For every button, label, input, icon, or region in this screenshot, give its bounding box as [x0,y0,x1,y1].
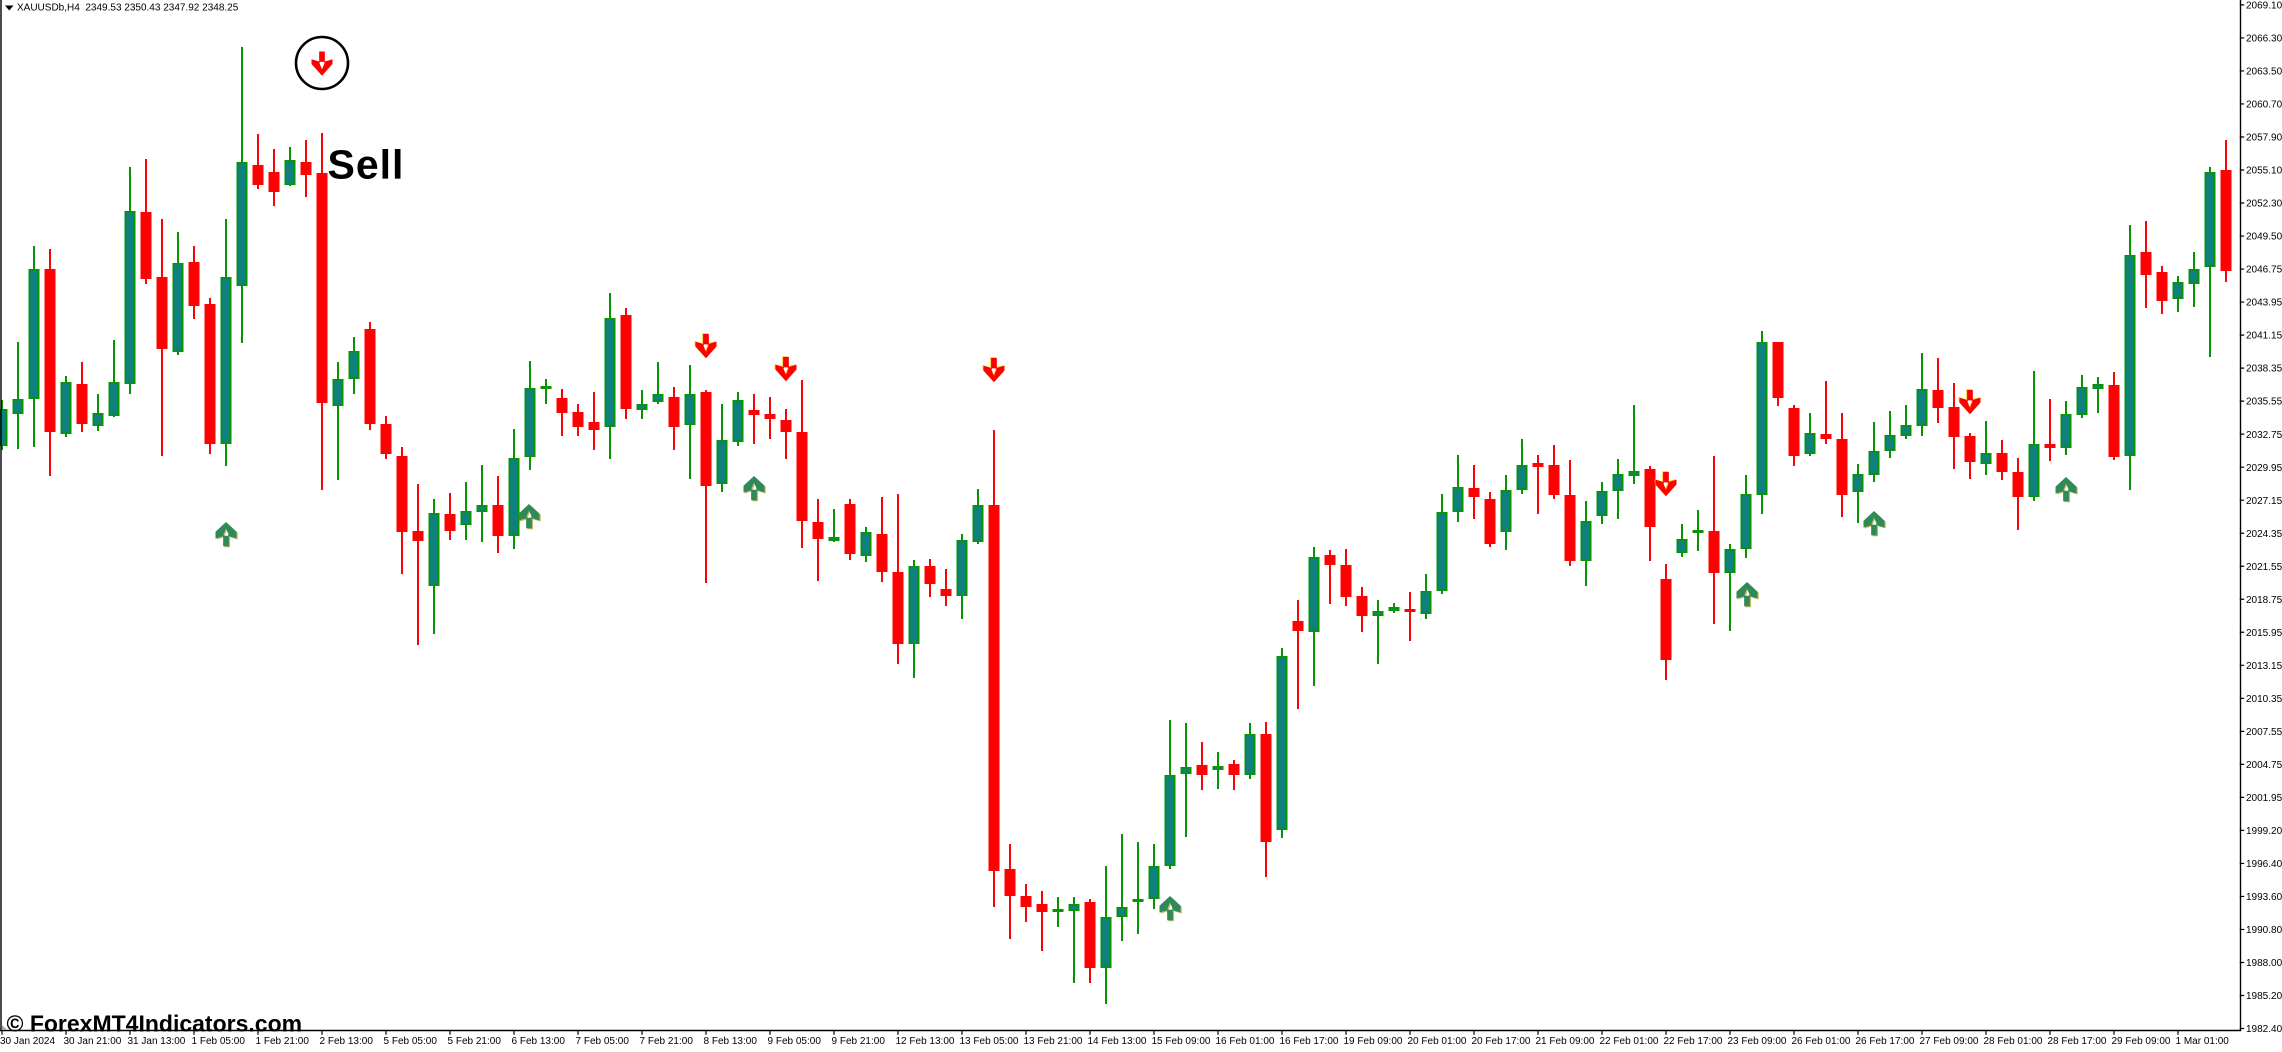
svg-text:19 Feb 09:00: 19 Feb 09:00 [1344,1036,1403,1047]
svg-text:1988.00: 1988.00 [2246,958,2282,969]
svg-text:2001.95: 2001.95 [2246,793,2282,804]
svg-text:2004.75: 2004.75 [2246,760,2282,771]
svg-text:1990.80: 1990.80 [2246,925,2282,936]
svg-text:1982.40: 1982.40 [2246,1024,2282,1035]
svg-text:16 Feb 01:00: 16 Feb 01:00 [1216,1036,1275,1047]
svg-text:2052.30: 2052.30 [2246,199,2282,210]
svg-text:Sell: Sell [328,142,405,188]
svg-text:9 Feb 21:00: 9 Feb 21:00 [832,1036,886,1047]
svg-text:2 Feb 13:00: 2 Feb 13:00 [320,1036,374,1047]
svg-text:31 Jan 13:00: 31 Jan 13:00 [128,1036,186,1047]
svg-text:8 Feb 13:00: 8 Feb 13:00 [704,1036,758,1047]
svg-text:1 Feb 21:00: 1 Feb 21:00 [256,1036,310,1047]
svg-text:26 Feb 01:00: 26 Feb 01:00 [1792,1036,1851,1047]
svg-text:1999.20: 1999.20 [2246,826,2282,837]
svg-text:© ForexMT4Indicators.com: © ForexMT4Indicators.com [7,1010,303,1036]
svg-text:13 Feb 05:00: 13 Feb 05:00 [960,1036,1019,1047]
svg-text:2013.15: 2013.15 [2246,661,2282,672]
svg-text:7 Feb 21:00: 7 Feb 21:00 [640,1036,694,1047]
svg-text:2010.35: 2010.35 [2246,694,2282,705]
svg-text:2038.35: 2038.35 [2246,364,2282,375]
svg-text:1985.20: 1985.20 [2246,991,2282,1002]
svg-text:1993.60: 1993.60 [2246,892,2282,903]
svg-text:2057.90: 2057.90 [2246,133,2282,144]
svg-text:1 Feb 05:00: 1 Feb 05:00 [192,1036,246,1047]
svg-text:15 Feb 09:00: 15 Feb 09:00 [1152,1036,1211,1047]
svg-text:20 Feb 01:00: 20 Feb 01:00 [1408,1036,1467,1047]
svg-text:2063.50: 2063.50 [2246,67,2282,78]
svg-text:28 Feb 17:00: 28 Feb 17:00 [2048,1036,2107,1047]
svg-text:14 Feb 13:00: 14 Feb 13:00 [1088,1036,1147,1047]
svg-text:6 Feb 13:00: 6 Feb 13:00 [512,1036,566,1047]
svg-text:26 Feb 17:00: 26 Feb 17:00 [1856,1036,1915,1047]
svg-text:XAUUSDb,H4 2349.53 2350.43 23: XAUUSDb,H4 2349.53 2350.43 2347.92 2348.… [17,3,239,14]
svg-text:20 Feb 17:00: 20 Feb 17:00 [1472,1036,1531,1047]
svg-text:2021.55: 2021.55 [2246,562,2282,573]
svg-text:2007.55: 2007.55 [2246,727,2282,738]
svg-text:12 Feb 13:00: 12 Feb 13:00 [896,1036,955,1047]
svg-text:22 Feb 17:00: 22 Feb 17:00 [1664,1036,1723,1047]
svg-text:23 Feb 09:00: 23 Feb 09:00 [1728,1036,1787,1047]
svg-text:9 Feb 05:00: 9 Feb 05:00 [768,1036,822,1047]
svg-text:21 Feb 09:00: 21 Feb 09:00 [1536,1036,1595,1047]
svg-text:2060.70: 2060.70 [2246,100,2282,111]
svg-text:2027.15: 2027.15 [2246,496,2282,507]
svg-text:30 Jan 2024: 30 Jan 2024 [0,1036,55,1047]
svg-text:27 Feb 09:00: 27 Feb 09:00 [1920,1036,1979,1047]
svg-text:30 Jan 21:00: 30 Jan 21:00 [64,1036,122,1047]
svg-text:28 Feb 01:00: 28 Feb 01:00 [1984,1036,2043,1047]
svg-text:13 Feb 21:00: 13 Feb 21:00 [1024,1036,1083,1047]
svg-text:2055.10: 2055.10 [2246,166,2282,177]
svg-text:22 Feb 01:00: 22 Feb 01:00 [1600,1036,1659,1047]
svg-text:2018.75: 2018.75 [2246,595,2282,606]
svg-text:2041.15: 2041.15 [2246,331,2282,342]
svg-text:16 Feb 17:00: 16 Feb 17:00 [1280,1036,1339,1047]
svg-text:2029.95: 2029.95 [2246,463,2282,474]
svg-text:1996.40: 1996.40 [2246,859,2282,870]
svg-text:29 Feb 09:00: 29 Feb 09:00 [2112,1036,2171,1047]
svg-text:2043.95: 2043.95 [2246,298,2282,309]
svg-text:2015.95: 2015.95 [2246,628,2282,639]
svg-text:2049.50: 2049.50 [2246,232,2282,243]
svg-text:2069.10: 2069.10 [2246,1,2282,12]
svg-text:7 Feb 05:00: 7 Feb 05:00 [576,1036,630,1047]
svg-text:5 Feb 05:00: 5 Feb 05:00 [384,1036,438,1047]
svg-text:2024.35: 2024.35 [2246,529,2282,540]
svg-text:2032.75: 2032.75 [2246,430,2282,441]
svg-text:1 Mar 01:00: 1 Mar 01:00 [2176,1036,2230,1047]
svg-text:2046.75: 2046.75 [2246,265,2282,276]
svg-text:2035.55: 2035.55 [2246,397,2282,408]
svg-text:2066.30: 2066.30 [2246,34,2282,45]
svg-text:5 Feb 21:00: 5 Feb 21:00 [448,1036,502,1047]
